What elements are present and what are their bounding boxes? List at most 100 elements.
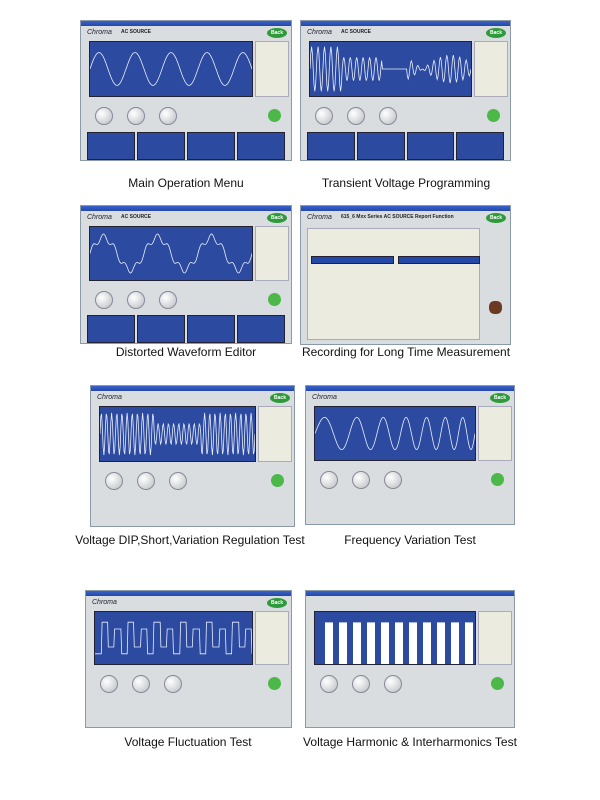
caption: Frequency Variation Test — [344, 533, 476, 547]
caption: Voltage Harmonic & Interharmonics Test — [303, 735, 517, 749]
screenshot-dip: Chroma Back — [90, 385, 295, 527]
knob[interactable] — [352, 675, 370, 693]
control-panel — [478, 611, 512, 665]
knob[interactable] — [384, 675, 402, 693]
back-button[interactable]: Back — [270, 393, 290, 403]
knob[interactable] — [105, 472, 123, 490]
harmonic-bar — [437, 622, 445, 664]
back-button[interactable]: Back — [490, 393, 510, 403]
chroma-logo: Chroma — [307, 214, 332, 221]
harmonic-bar — [395, 622, 403, 664]
caption: Transient Voltage Programming — [321, 176, 491, 190]
control-panel — [478, 406, 512, 461]
caption: Distorted Waveform Editor — [115, 345, 257, 359]
chroma-logo: Chroma — [307, 29, 332, 36]
waveform-plot — [89, 41, 253, 97]
meter-plot — [237, 132, 285, 160]
waveform-plot — [314, 406, 476, 461]
output-indicator[interactable] — [268, 293, 281, 306]
knob[interactable] — [127, 107, 145, 125]
knob[interactable] — [159, 291, 177, 309]
screenshot-report: Chroma 615_6 Mxx Series AC SOURCE Report … — [300, 205, 511, 345]
screenshot-harmonic — [305, 590, 515, 728]
back-button[interactable]: Back — [267, 598, 287, 608]
caption: Voltage DIP,Short,Variation Regulation T… — [75, 533, 305, 547]
knob[interactable] — [384, 471, 402, 489]
back-button[interactable]: Back — [267, 28, 287, 38]
window-header: 615_6 Mxx Series AC SOURCE Report Functi… — [341, 214, 454, 220]
title-bar — [306, 591, 514, 596]
waveform-plot — [99, 406, 256, 462]
meter-plot — [187, 315, 235, 343]
knob[interactable] — [132, 675, 150, 693]
knob[interactable] — [352, 471, 370, 489]
knob[interactable] — [169, 472, 187, 490]
output-indicator[interactable] — [491, 677, 504, 690]
record-button[interactable] — [489, 301, 502, 314]
title-bar — [301, 21, 510, 26]
caption: Voltage Fluctuation Test — [124, 735, 252, 749]
screenshot-fluct: Chroma Back — [85, 590, 292, 728]
waveform-plot — [309, 41, 472, 97]
back-button[interactable]: Back — [267, 213, 287, 223]
knob[interactable] — [95, 107, 113, 125]
chroma-logo: Chroma — [312, 394, 337, 401]
window-header: AC SOURCE — [121, 29, 152, 35]
meter-plot — [187, 132, 235, 160]
output-indicator[interactable] — [268, 677, 281, 690]
back-button[interactable]: Back — [486, 213, 506, 223]
meter-plot — [406, 132, 455, 160]
screenshot-burst: Chroma AC SOURCE Back — [300, 20, 511, 161]
waveform-plot — [89, 226, 253, 281]
title-bar — [306, 386, 514, 391]
chroma-logo: Chroma — [87, 214, 112, 221]
knob[interactable] — [159, 107, 177, 125]
control-panel — [258, 406, 292, 462]
meter-plot — [356, 132, 405, 160]
selection-header — [311, 256, 394, 264]
waveform-plot — [94, 611, 253, 665]
window-header: AC SOURCE — [341, 29, 372, 35]
knob[interactable] — [347, 107, 365, 125]
knob[interactable] — [164, 675, 182, 693]
harmonic-bar — [409, 622, 417, 664]
caption: Main Operation Menu — [128, 176, 244, 190]
screenshot-distorted: Chroma AC SOURCE Back — [80, 205, 292, 344]
knob[interactable] — [379, 107, 397, 125]
caption: Recording for Long Time Measurement — [301, 345, 511, 359]
back-button[interactable]: Back — [486, 28, 506, 38]
control-panel — [474, 41, 508, 97]
knob[interactable] — [127, 291, 145, 309]
meter-plot — [237, 315, 285, 343]
knob[interactable] — [315, 107, 333, 125]
harmonic-bar — [451, 622, 459, 664]
knob[interactable] — [137, 472, 155, 490]
chroma-logo: Chroma — [92, 599, 117, 606]
output-indicator[interactable] — [491, 473, 504, 486]
window-header: AC SOURCE — [121, 214, 152, 220]
chroma-logo: Chroma — [87, 29, 112, 36]
harmonic-bar — [423, 622, 431, 664]
control-panel — [255, 611, 289, 665]
meter-plot — [137, 132, 185, 160]
title-bar — [301, 206, 510, 211]
meter-plot — [456, 132, 504, 160]
output-indicator[interactable] — [271, 474, 284, 487]
title-bar — [81, 206, 291, 211]
output-indicator[interactable] — [268, 109, 281, 122]
harmonic-bar — [325, 622, 333, 664]
title-bar — [81, 21, 291, 26]
chroma-logo: Chroma — [97, 394, 122, 401]
meter-plot — [87, 132, 135, 160]
output-indicator[interactable] — [487, 109, 500, 122]
knob[interactable] — [100, 675, 118, 693]
screenshot-sine: Chroma AC SOURCE Back — [80, 20, 292, 161]
meter-plot — [307, 132, 355, 160]
knob[interactable] — [320, 471, 338, 489]
meter-plot — [87, 315, 135, 343]
knob[interactable] — [320, 675, 338, 693]
control-panel — [255, 226, 289, 281]
knob[interactable] — [95, 291, 113, 309]
harmonic-bar — [465, 622, 473, 664]
